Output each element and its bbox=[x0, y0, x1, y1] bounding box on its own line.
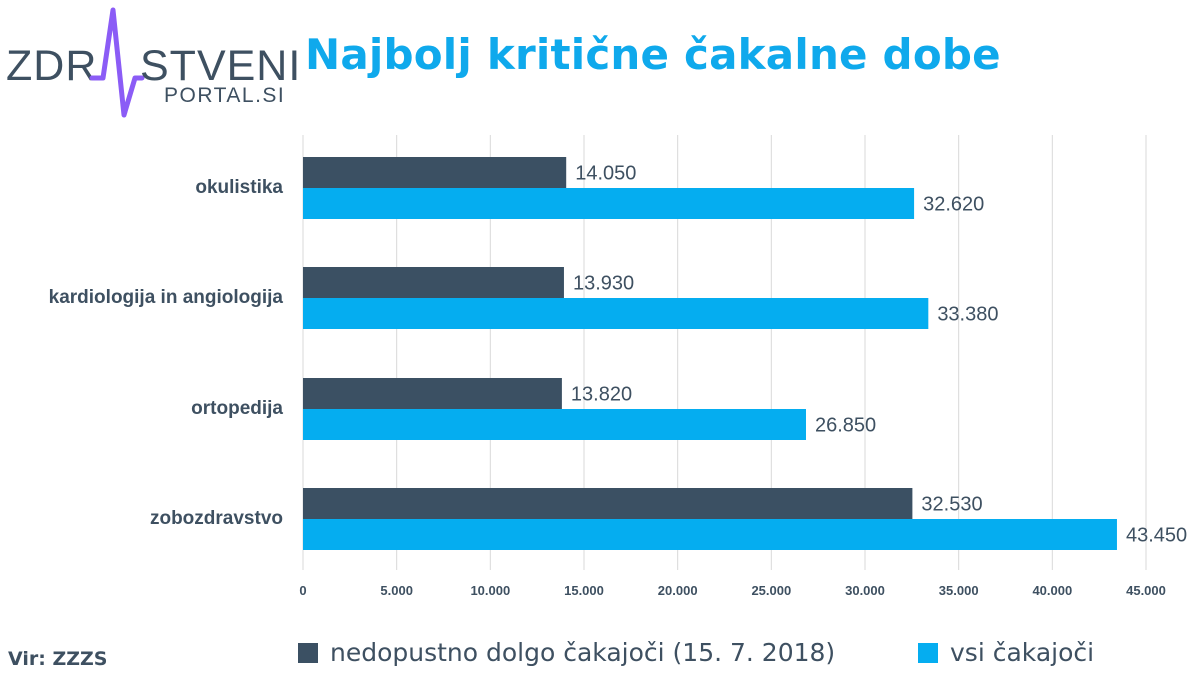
x-tick-label: 40.000 bbox=[1032, 583, 1072, 598]
legend-swatch-light bbox=[918, 642, 938, 663]
legend-item-light: vsi čakajoči bbox=[918, 638, 1094, 667]
x-tick-label: 45.000 bbox=[1126, 583, 1166, 598]
x-tick-label: 35.000 bbox=[939, 583, 979, 598]
bar-value-label: 33.380 bbox=[937, 304, 998, 326]
bar-value-label: 32.530 bbox=[921, 494, 982, 516]
bar-nedopustno bbox=[303, 267, 564, 298]
logo-text-portal: PORTAL.SI bbox=[164, 84, 285, 107]
category-label: ortopedija bbox=[191, 398, 283, 419]
bar-value-label: 26.850 bbox=[815, 415, 876, 437]
bar-vsi bbox=[303, 519, 1117, 550]
x-tick-label: 30.000 bbox=[845, 583, 885, 598]
logo: ZDR STVENI PORTAL.SI bbox=[6, 7, 300, 118]
source-note: Vir: ZZZS bbox=[8, 648, 108, 670]
bar-value-label: 13.820 bbox=[571, 384, 632, 406]
bar-value-label: 43.450 bbox=[1126, 525, 1187, 547]
logo-pulse-icon bbox=[89, 7, 145, 118]
bar-vsi bbox=[303, 188, 915, 219]
x-tick-label: 15.000 bbox=[564, 583, 604, 598]
bar-vsi bbox=[303, 298, 929, 329]
bar-vsi bbox=[303, 409, 806, 440]
x-tick-label: 10.000 bbox=[470, 583, 510, 598]
x-tick-label: 0 bbox=[299, 583, 306, 598]
legend-label-light: vsi čakajoči bbox=[950, 638, 1095, 667]
bar-nedopustno bbox=[303, 157, 567, 188]
category-label: zobozdravstvo bbox=[150, 508, 283, 529]
category-label: kardiologija in angiologija bbox=[49, 287, 284, 308]
x-tick-label: 20.000 bbox=[658, 583, 698, 598]
tick-labels: 0 5.000 10.000 15.000 20.000 25.000 30.000 35.0… bbox=[299, 583, 1166, 598]
category-label: okulistika bbox=[195, 177, 283, 198]
bars bbox=[303, 157, 1117, 550]
bar-nedopustno bbox=[303, 378, 562, 409]
x-tick-label: 5.000 bbox=[380, 583, 413, 598]
bar-value-label: 32.620 bbox=[923, 194, 984, 216]
x-tick-label: 25.000 bbox=[751, 583, 791, 598]
bar-nedopustno bbox=[303, 488, 913, 519]
legend-item-dark: nedopustno dolgo čakajoči (15. 7. 2018) bbox=[298, 638, 835, 667]
legend-label-dark: nedopustno dolgo čakajoči (15. 7. 2018) bbox=[330, 638, 836, 667]
legend-swatch-dark bbox=[298, 642, 318, 663]
logo-text-zdr: ZDR bbox=[6, 42, 97, 90]
bar-value-label: 13.930 bbox=[573, 273, 634, 295]
logo-text-stveni: STVENI bbox=[140, 42, 300, 90]
category-labels: okulistika kardiologija in angiologija ort… bbox=[49, 177, 284, 529]
chart-title: Najbolj kritične čakalne dobe bbox=[305, 30, 1001, 79]
bar-value-label: 14.050 bbox=[575, 163, 636, 185]
bar-labels: 14.050 32.620 13.930 33.380 13.820 26.850 32.5… bbox=[571, 163, 1187, 547]
